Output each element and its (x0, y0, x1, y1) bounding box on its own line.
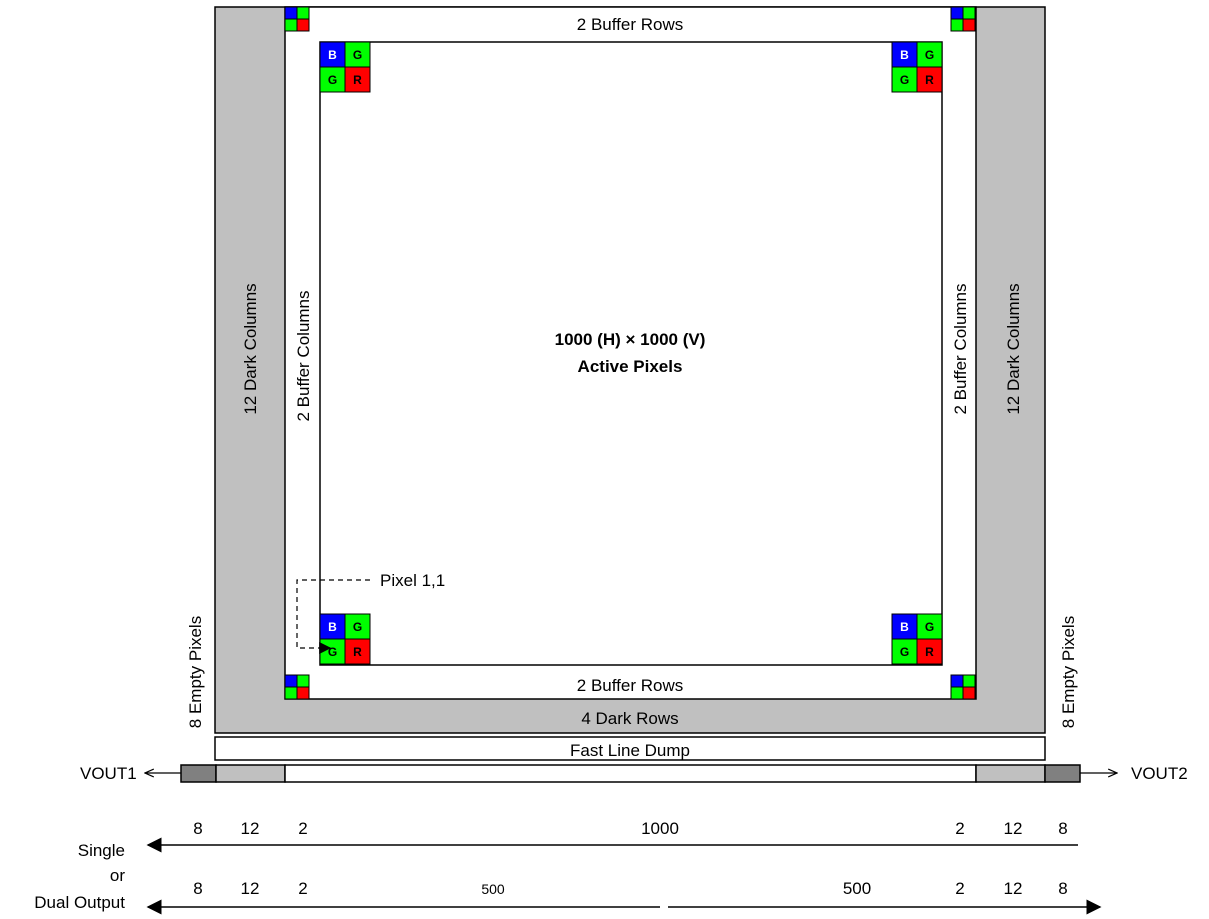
dark-register-left (215, 764, 286, 783)
pixel-letter: G (328, 645, 337, 659)
pixel-cell (950, 674, 964, 688)
pixel-letter: B (900, 620, 909, 634)
pixel-origin-label: Pixel 1,1 (380, 571, 445, 590)
pixel-cell (950, 6, 964, 20)
pixel-cell (284, 686, 298, 700)
buffer-pixel-bottom-right (950, 674, 976, 700)
pixel-cell (296, 18, 310, 32)
pixel-letter: R (925, 73, 934, 87)
pixel-cell (284, 18, 298, 32)
pixel-cell (319, 41, 346, 68)
pixel-cell (891, 638, 918, 665)
pixel-letter: R (353, 645, 362, 659)
dark-rows-label: 4 Dark Rows (581, 709, 678, 728)
pixel-letter: G (900, 645, 909, 659)
pixel-cell (891, 66, 918, 93)
pixel-letter: G (925, 620, 934, 634)
pixel-letter: G (353, 620, 362, 634)
pixel-letter: G (900, 73, 909, 87)
empty-pixels-right (1044, 764, 1081, 783)
buffer-pixel-top-right (950, 6, 976, 32)
empty-pixels-left (180, 764, 217, 783)
pixel-cell (344, 66, 371, 93)
pixel-cell (962, 686, 976, 700)
pixel-cell (284, 6, 298, 20)
pixel-letter: B (900, 48, 909, 62)
single-count-5: 2 (955, 819, 964, 838)
pixel-cell (344, 613, 371, 640)
dark-register-right (975, 764, 1046, 783)
active-corner-pixels: B GG RB GG RB GG RB GG R (319, 41, 943, 665)
pixel-letter: B (328, 620, 337, 634)
dual-count-6: 2 (955, 879, 964, 898)
pixel-cell (296, 686, 310, 700)
active-pixel-top-right: B GG R (891, 41, 943, 93)
pixel-cell (916, 41, 943, 68)
single-label: Single (78, 841, 125, 860)
vout1-label: VOUT1 (80, 764, 137, 783)
dual-count-4: 500 (481, 881, 505, 897)
pixel-origin-pointer (296, 579, 370, 654)
pixel-cell (296, 6, 310, 20)
pixel-cell (284, 674, 298, 688)
dual-output-label: Dual Output (34, 893, 125, 912)
buffer-columns-left-label: 2 Buffer Columns (294, 290, 313, 421)
pixel-letter: R (925, 645, 934, 659)
buffer-pixel-top-left (284, 6, 310, 32)
pixel-cell (344, 41, 371, 68)
single-count-2: 12 (241, 819, 260, 838)
vout2-label: VOUT2 (1131, 764, 1188, 783)
buffer-columns-right-label: 2 Buffer Columns (951, 283, 970, 414)
active-pixel-top-left: B GG R (319, 41, 371, 93)
dual-count-1: 8 (193, 879, 202, 898)
pixel-letter: B (328, 48, 337, 62)
dark-columns-left-label: 12 Dark Columns (241, 283, 260, 414)
active-pixel-bottom-right: B GG R (891, 613, 943, 665)
pixel-cell (319, 66, 346, 93)
dual-count-8: 8 (1058, 879, 1067, 898)
pixel-cell (962, 18, 976, 32)
pixel-letter: G (353, 48, 362, 62)
pixel-cell (296, 674, 310, 688)
fast-line-dump (214, 736, 1046, 761)
pixel-cell (962, 6, 976, 20)
single-count-4: 1000 (641, 819, 679, 838)
pixel-cell (916, 638, 943, 665)
dark-columns-right-label: 12 Dark Columns (1004, 283, 1023, 414)
single-count-1: 8 (193, 819, 202, 838)
pixel-cell (891, 41, 918, 68)
single-count-7: 8 (1058, 819, 1067, 838)
dual-count-5: 500 (843, 879, 871, 898)
active-pixel-bottom-left: B GG R (319, 613, 371, 665)
pixel-letter: G (328, 73, 337, 87)
dual-count-7: 12 (1004, 879, 1023, 898)
single-count-3: 2 (298, 819, 307, 838)
pixel-letter: G (925, 48, 934, 62)
active-area (319, 41, 943, 666)
buffer-rows-bottom-label: 2 Buffer Rows (577, 676, 683, 695)
pixel-cell (916, 66, 943, 93)
pixel-letter: R (353, 73, 362, 87)
active-title-line1: 1000 (H) × 1000 (V) (555, 330, 706, 349)
or-label: or (110, 866, 125, 885)
dual-count-2: 12 (241, 879, 260, 898)
buffer-pixel-bottom-left (284, 674, 310, 700)
register-active (284, 764, 977, 783)
buffer-corner-pixels (284, 6, 976, 700)
pixel-cell (319, 613, 346, 640)
empty-pixels-left-label: 8 Empty Pixels (186, 616, 205, 728)
pixel-cell (344, 638, 371, 665)
single-count-6: 12 (1004, 819, 1023, 838)
pixel-cell (950, 686, 964, 700)
buffer-rows-top-label: 2 Buffer Rows (577, 15, 683, 34)
pixel-cell (962, 674, 976, 688)
empty-pixels-right-label: 8 Empty Pixels (1059, 616, 1078, 728)
dual-count-3: 2 (298, 879, 307, 898)
pixel-cell (950, 18, 964, 32)
active-title-line2: Active Pixels (578, 357, 683, 376)
fast-line-dump-label: Fast Line Dump (570, 741, 690, 760)
